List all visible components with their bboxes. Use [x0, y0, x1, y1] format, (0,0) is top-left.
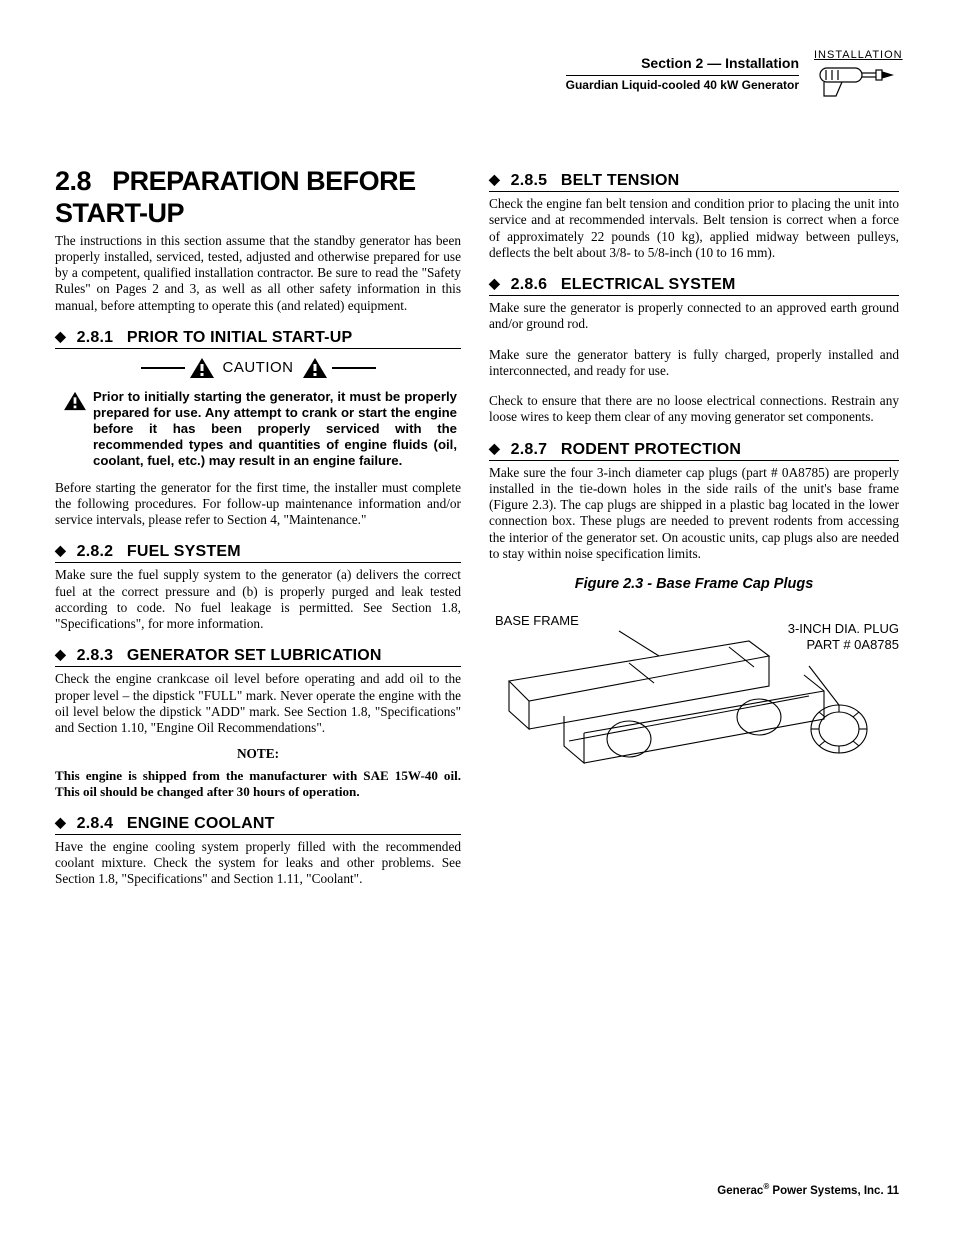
right-column: ◆ 2.8.5 BELT TENSION Check the engine fa… — [489, 165, 899, 902]
installation-icon-label: INSTALLATION — [814, 49, 899, 62]
intro-paragraph: The instructions in this section assume … — [55, 233, 461, 314]
sectitle-2-8-3: GENERATOR SET LUBRICATION — [127, 647, 382, 664]
caution-word: CAUTION — [223, 359, 294, 377]
body-2-8-6c: Check to ensure that there are no loose … — [489, 393, 899, 425]
page-footer: Generac® Power Systems, Inc. 11 — [717, 1182, 899, 1199]
product-label: Guardian Liquid-cooled 40 kW Generator — [566, 75, 799, 92]
body-2-8-3: Check the engine crankcase oil level bef… — [55, 671, 461, 736]
heading-2-8-2: ◆ 2.8.2 FUEL SYSTEM — [55, 542, 461, 563]
main-heading-title: PREPARATION BEFORE START-UP — [55, 166, 416, 228]
caution-bar: CAUTION — [55, 357, 461, 379]
footer-brand: Generac — [717, 1185, 763, 1197]
heading-2-8-7: ◆ 2.8.7 RODENT PROTECTION — [489, 440, 899, 461]
secnum-2-8-3: 2.8.3 — [77, 647, 114, 664]
diamond-icon: ◆ — [489, 275, 500, 291]
left-column: 2.8 PREPARATION BEFORE START-UP The inst… — [55, 165, 461, 902]
sectitle-2-8-1: PRIOR TO INITIAL START-UP — [127, 329, 352, 346]
warning-triangle-icon — [189, 357, 215, 379]
page-header: Section 2 — Installation Guardian Liquid… — [55, 55, 899, 115]
header-text-block: Section 2 — Installation Guardian Liquid… — [55, 55, 899, 94]
caution-line-left — [141, 367, 185, 369]
diamond-icon: ◆ — [55, 646, 66, 662]
diamond-icon: ◆ — [55, 814, 66, 830]
heading-2-8-3: ◆ 2.8.3 GENERATOR SET LUBRICATION — [55, 646, 461, 667]
heading-2-8-5: ◆ 2.8.5 BELT TENSION — [489, 171, 899, 192]
body-2-8-4: Have the engine cooling system properly … — [55, 839, 461, 888]
diamond-icon: ◆ — [489, 171, 500, 187]
warning-block: Prior to initially starting the generato… — [63, 389, 461, 469]
sectitle-2-8-5: BELT TENSION — [561, 172, 680, 189]
note-label: NOTE: — [55, 746, 461, 762]
fig-label-plug-line1: 3-INCH DIA. PLUG — [788, 621, 899, 637]
footer-rest: Power Systems, Inc. 11 — [769, 1185, 899, 1197]
secnum-2-8-4: 2.8.4 — [77, 815, 114, 832]
body-2-8-6b: Make sure the generator battery is fully… — [489, 347, 899, 379]
caution-line-right — [332, 367, 376, 369]
warning-triangle-icon — [302, 357, 328, 379]
warning-bang-icon — [63, 391, 87, 469]
figure-caption: Figure 2.3 - Base Frame Cap Plugs — [489, 576, 899, 593]
secnum-2-8-5: 2.8.5 — [511, 172, 548, 189]
sectitle-2-8-6: ELECTRICAL SYSTEM — [561, 276, 736, 293]
heading-2-8-4: ◆ 2.8.4 ENGINE COOLANT — [55, 814, 461, 835]
diamond-icon: ◆ — [55, 542, 66, 558]
main-heading: 2.8 PREPARATION BEFORE START-UP — [55, 165, 461, 230]
fig-label-plug-line2: PART # 0A8785 — [806, 637, 899, 653]
body-2-8-6a: Make sure the generator is properly conn… — [489, 300, 899, 332]
secnum-2-8-6: 2.8.6 — [511, 276, 548, 293]
drill-icon — [818, 64, 896, 100]
diamond-icon: ◆ — [55, 328, 66, 344]
note-body: This engine is shipped from the manufact… — [55, 768, 461, 799]
body-2-8-5: Check the engine fan belt tension and co… — [489, 196, 899, 261]
heading-2-8-1: ◆ 2.8.1 PRIOR TO INITIAL START-UP — [55, 328, 461, 349]
body-2-8-1: Before starting the generator for the fi… — [55, 480, 461, 529]
section-label: Section 2 — Installation — [55, 55, 799, 72]
warning-text: Prior to initially starting the generato… — [93, 389, 461, 469]
content-columns: 2.8 PREPARATION BEFORE START-UP The inst… — [55, 165, 899, 902]
main-heading-num: 2.8 — [55, 166, 91, 196]
body-2-8-2: Make sure the fuel supply system to the … — [55, 567, 461, 632]
installation-icon-block: INSTALLATION — [814, 49, 899, 100]
body-2-8-7: Make sure the four 3-inch diameter cap p… — [489, 465, 899, 562]
fig-label-base-frame: BASE FRAME — [495, 613, 579, 629]
heading-2-8-6: ◆ 2.8.6 ELECTRICAL SYSTEM — [489, 275, 899, 296]
figure-2-3: BASE FRAME 3-INCH DIA. PLUG PART # 0A878… — [489, 611, 899, 791]
diamond-icon: ◆ — [489, 440, 500, 456]
sectitle-2-8-2: FUEL SYSTEM — [127, 543, 241, 560]
secnum-2-8-2: 2.8.2 — [77, 543, 114, 560]
secnum-2-8-7: 2.8.7 — [511, 441, 548, 458]
sectitle-2-8-4: ENGINE COOLANT — [127, 815, 275, 832]
sectitle-2-8-7: RODENT PROTECTION — [561, 441, 741, 458]
secnum-2-8-1: 2.8.1 — [77, 329, 114, 346]
